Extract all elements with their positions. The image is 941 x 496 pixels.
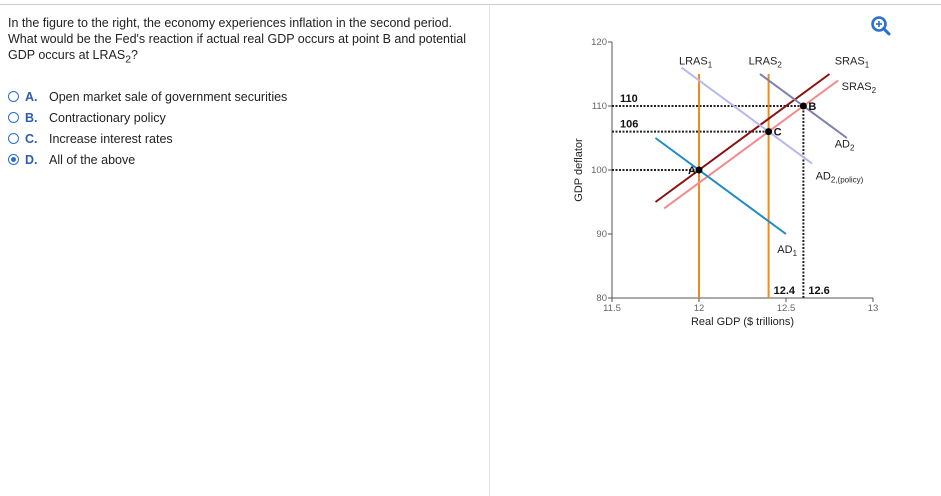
curve-name: LRAS bbox=[749, 55, 778, 67]
curve-label: AD1 bbox=[777, 244, 797, 258]
radio-button[interactable] bbox=[8, 112, 19, 123]
annotation-106: 106 bbox=[620, 119, 638, 131]
curve-subscript: 2 bbox=[872, 86, 877, 95]
y-axis-label: GDP deflator bbox=[573, 138, 585, 202]
y-tick-label: 110 bbox=[592, 101, 607, 112]
radio-button[interactable] bbox=[8, 91, 19, 102]
annotation-12-6: 12.6 bbox=[808, 285, 829, 297]
curve-sras2 bbox=[663, 79, 839, 210]
option-label: Increase interest rates bbox=[49, 131, 173, 146]
x-tick-label: 12 bbox=[694, 303, 705, 314]
curve-subscript: 1 bbox=[865, 60, 870, 69]
curve-subscript: 2,(policy) bbox=[831, 176, 864, 185]
option-d[interactable]: D. All of the above bbox=[8, 149, 287, 170]
point-b bbox=[799, 102, 807, 110]
curve-name: AD bbox=[816, 171, 831, 183]
annotation-110: 110 bbox=[620, 93, 638, 105]
curve-name: LRAS bbox=[679, 55, 708, 67]
question-end: ? bbox=[130, 48, 138, 62]
curve-name: AD bbox=[777, 244, 792, 256]
x-tick-label: 13 bbox=[868, 303, 879, 314]
curve-label: LRAS1 bbox=[679, 55, 713, 69]
annotation-12-4: 12.4 bbox=[774, 285, 796, 297]
point-label: A bbox=[688, 165, 696, 177]
y-tick-label: 100 bbox=[591, 165, 607, 176]
curve-ad2policy bbox=[681, 66, 813, 165]
radio-button[interactable] bbox=[8, 154, 19, 165]
question-text: In the figure to the right, the economy … bbox=[8, 15, 478, 69]
x-axis-label: Real GDP ($ trillions) bbox=[691, 316, 794, 328]
answer-options: A. Open market sale of government securit… bbox=[8, 86, 287, 170]
curve-sras1 bbox=[654, 73, 831, 203]
x-tick-label: 11.5 bbox=[603, 303, 621, 314]
y-tick-label: 80 bbox=[596, 293, 607, 304]
top-divider bbox=[0, 4, 941, 5]
curve-ad1 bbox=[654, 137, 787, 235]
question-subscript: 2 bbox=[125, 54, 131, 66]
option-label: Contractionary policy bbox=[49, 110, 166, 125]
option-label: Open market sale of government securitie… bbox=[49, 89, 288, 104]
option-letter: D. bbox=[25, 152, 38, 167]
curve-subscript: 2 bbox=[850, 144, 855, 153]
point-a bbox=[695, 166, 703, 174]
panel-divider bbox=[489, 5, 490, 496]
curve-name: SRAS bbox=[835, 55, 865, 67]
option-c[interactable]: C. Increase interest rates bbox=[8, 128, 287, 149]
curve-subscript: 2 bbox=[777, 60, 782, 69]
option-letter: B. bbox=[25, 110, 38, 125]
x-tick-label: 12.5 bbox=[777, 303, 796, 314]
y-tick-label: 120 bbox=[591, 37, 607, 48]
option-letter: A. bbox=[25, 89, 38, 104]
curve-subscript: 1 bbox=[793, 249, 798, 258]
point-c bbox=[765, 128, 773, 136]
point-label: B bbox=[808, 101, 816, 113]
curve-name: AD bbox=[835, 139, 850, 151]
curve-label: SRAS1 bbox=[835, 55, 870, 69]
option-a[interactable]: A. Open market sale of government securit… bbox=[8, 86, 287, 107]
option-b[interactable]: B. Contractionary policy bbox=[8, 107, 287, 128]
curve-label: SRAS2 bbox=[842, 81, 877, 95]
question-body: In the figure to the right, the economy … bbox=[8, 16, 466, 62]
curve-name: SRAS bbox=[842, 81, 872, 93]
curve-subscript: 1 bbox=[708, 60, 713, 69]
curve-label: AD2,(policy) bbox=[816, 171, 864, 185]
option-letter: C. bbox=[25, 131, 38, 146]
y-tick-label: 90 bbox=[596, 229, 607, 240]
option-label: All of the above bbox=[49, 152, 136, 167]
point-label: C bbox=[774, 127, 782, 139]
curve-label: AD2 bbox=[835, 139, 855, 153]
zoom-in-icon[interactable] bbox=[870, 15, 892, 37]
curve-label: LRAS2 bbox=[749, 55, 783, 69]
radio-button[interactable] bbox=[8, 133, 19, 144]
